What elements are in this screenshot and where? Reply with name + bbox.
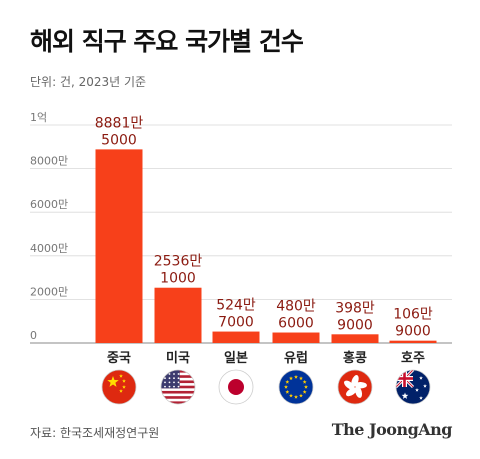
data-label: 524만: [216, 298, 256, 314]
hongkong-flag-icon: [337, 369, 373, 405]
category-label: 미국: [166, 350, 190, 366]
y-tick-label: 4000만: [30, 242, 68, 255]
data-label: 398만: [335, 300, 375, 316]
data-labels: 8881만50002536만1000524만7000480만6000398만90…: [95, 115, 433, 339]
y-tick-label: 1억: [30, 111, 47, 124]
chart-title: 해외 직구 주요 국가별 건수: [30, 27, 304, 56]
category-label: 일본: [224, 351, 248, 366]
y-tick-label: 2000만: [30, 285, 68, 298]
bar: [389, 340, 437, 343]
y-tick-label: 0: [30, 329, 37, 342]
bar: [212, 331, 260, 343]
data-label: 1000: [160, 271, 196, 287]
data-label: 8881만: [95, 115, 144, 131]
category-label: 유럽: [284, 351, 308, 366]
data-label: 5000: [101, 132, 137, 148]
japan-flag-icon: [218, 369, 254, 405]
bar: [272, 332, 320, 343]
data-label: 9000: [395, 324, 431, 340]
china-flag-icon: [101, 369, 137, 405]
data-label: 106만: [393, 307, 433, 323]
source-note: 자료: 한국조세재정연구원: [30, 426, 160, 440]
unit-note: 단위: 건, 2023년 기준: [30, 75, 147, 89]
data-label: 6000: [278, 316, 314, 332]
data-label: 7000: [218, 315, 254, 331]
data-label: 9000: [337, 317, 373, 333]
y-tick-label: 8000만: [30, 155, 68, 168]
usa-flag-icon: [160, 369, 196, 405]
y-axis-ticks: 0 2000만 4000만 6000만 8000만 1억: [30, 111, 68, 342]
category-label: 중국: [107, 351, 131, 366]
data-label: 480만: [276, 299, 316, 315]
bar: [154, 287, 202, 343]
y-tick-label: 6000만: [30, 198, 68, 211]
australia-flag-icon: [395, 369, 431, 405]
category-label: 호주: [401, 351, 425, 366]
category-label: 홍콩: [343, 350, 367, 366]
bar: [95, 149, 143, 343]
bar: [331, 334, 379, 343]
country-flags: [101, 369, 431, 405]
eu-flag-icon: [278, 369, 314, 405]
bars: [95, 149, 437, 343]
data-label: 2536만: [154, 254, 203, 270]
x-axis-categories: 중국 미국 일본 유럽 홍콩 호주: [107, 350, 425, 366]
brand-logo: The JoongAng: [331, 420, 453, 439]
